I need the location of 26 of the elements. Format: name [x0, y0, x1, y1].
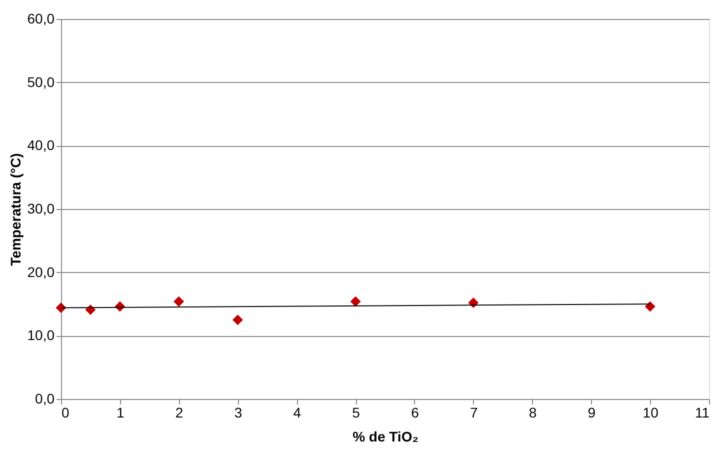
- x-tick-label: 6: [411, 404, 420, 420]
- y-tick-label: 50,0: [27, 74, 55, 90]
- point: [56, 302, 66, 314]
- y-tick-label: 10,0: [27, 327, 55, 344]
- x-tick-label: 4: [293, 404, 302, 420]
- x-tick-label: 11: [694, 404, 710, 420]
- y-tick-label: 60,0: [27, 10, 55, 26]
- y-tick-label: 30,0: [27, 200, 55, 216]
- x-tick-label: 5: [352, 404, 360, 420]
- y-axis-title: Temperatura (°C): [7, 153, 24, 266]
- x-tick-label: 8: [528, 404, 537, 420]
- y-tick-label: 0,0: [35, 390, 55, 406]
- point: [350, 296, 361, 307]
- x-tick-label: 3: [234, 404, 242, 420]
- x-tick-label: 2: [175, 404, 184, 420]
- point: [644, 301, 656, 312]
- x-tick-label: 10: [642, 404, 659, 420]
- x-tick-label: 1: [116, 404, 125, 420]
- x-tick-label: 7: [470, 404, 478, 420]
- x-tick-label: 0: [62, 404, 70, 420]
- x-axis-title: % de TiO₂: [352, 428, 418, 444]
- y-tick-label: 40,0: [27, 137, 55, 154]
- x-tick-label: 9: [588, 404, 596, 420]
- y-tick-label: 20,0: [27, 264, 55, 280]
- point: [174, 296, 184, 307]
- point: [232, 314, 243, 326]
